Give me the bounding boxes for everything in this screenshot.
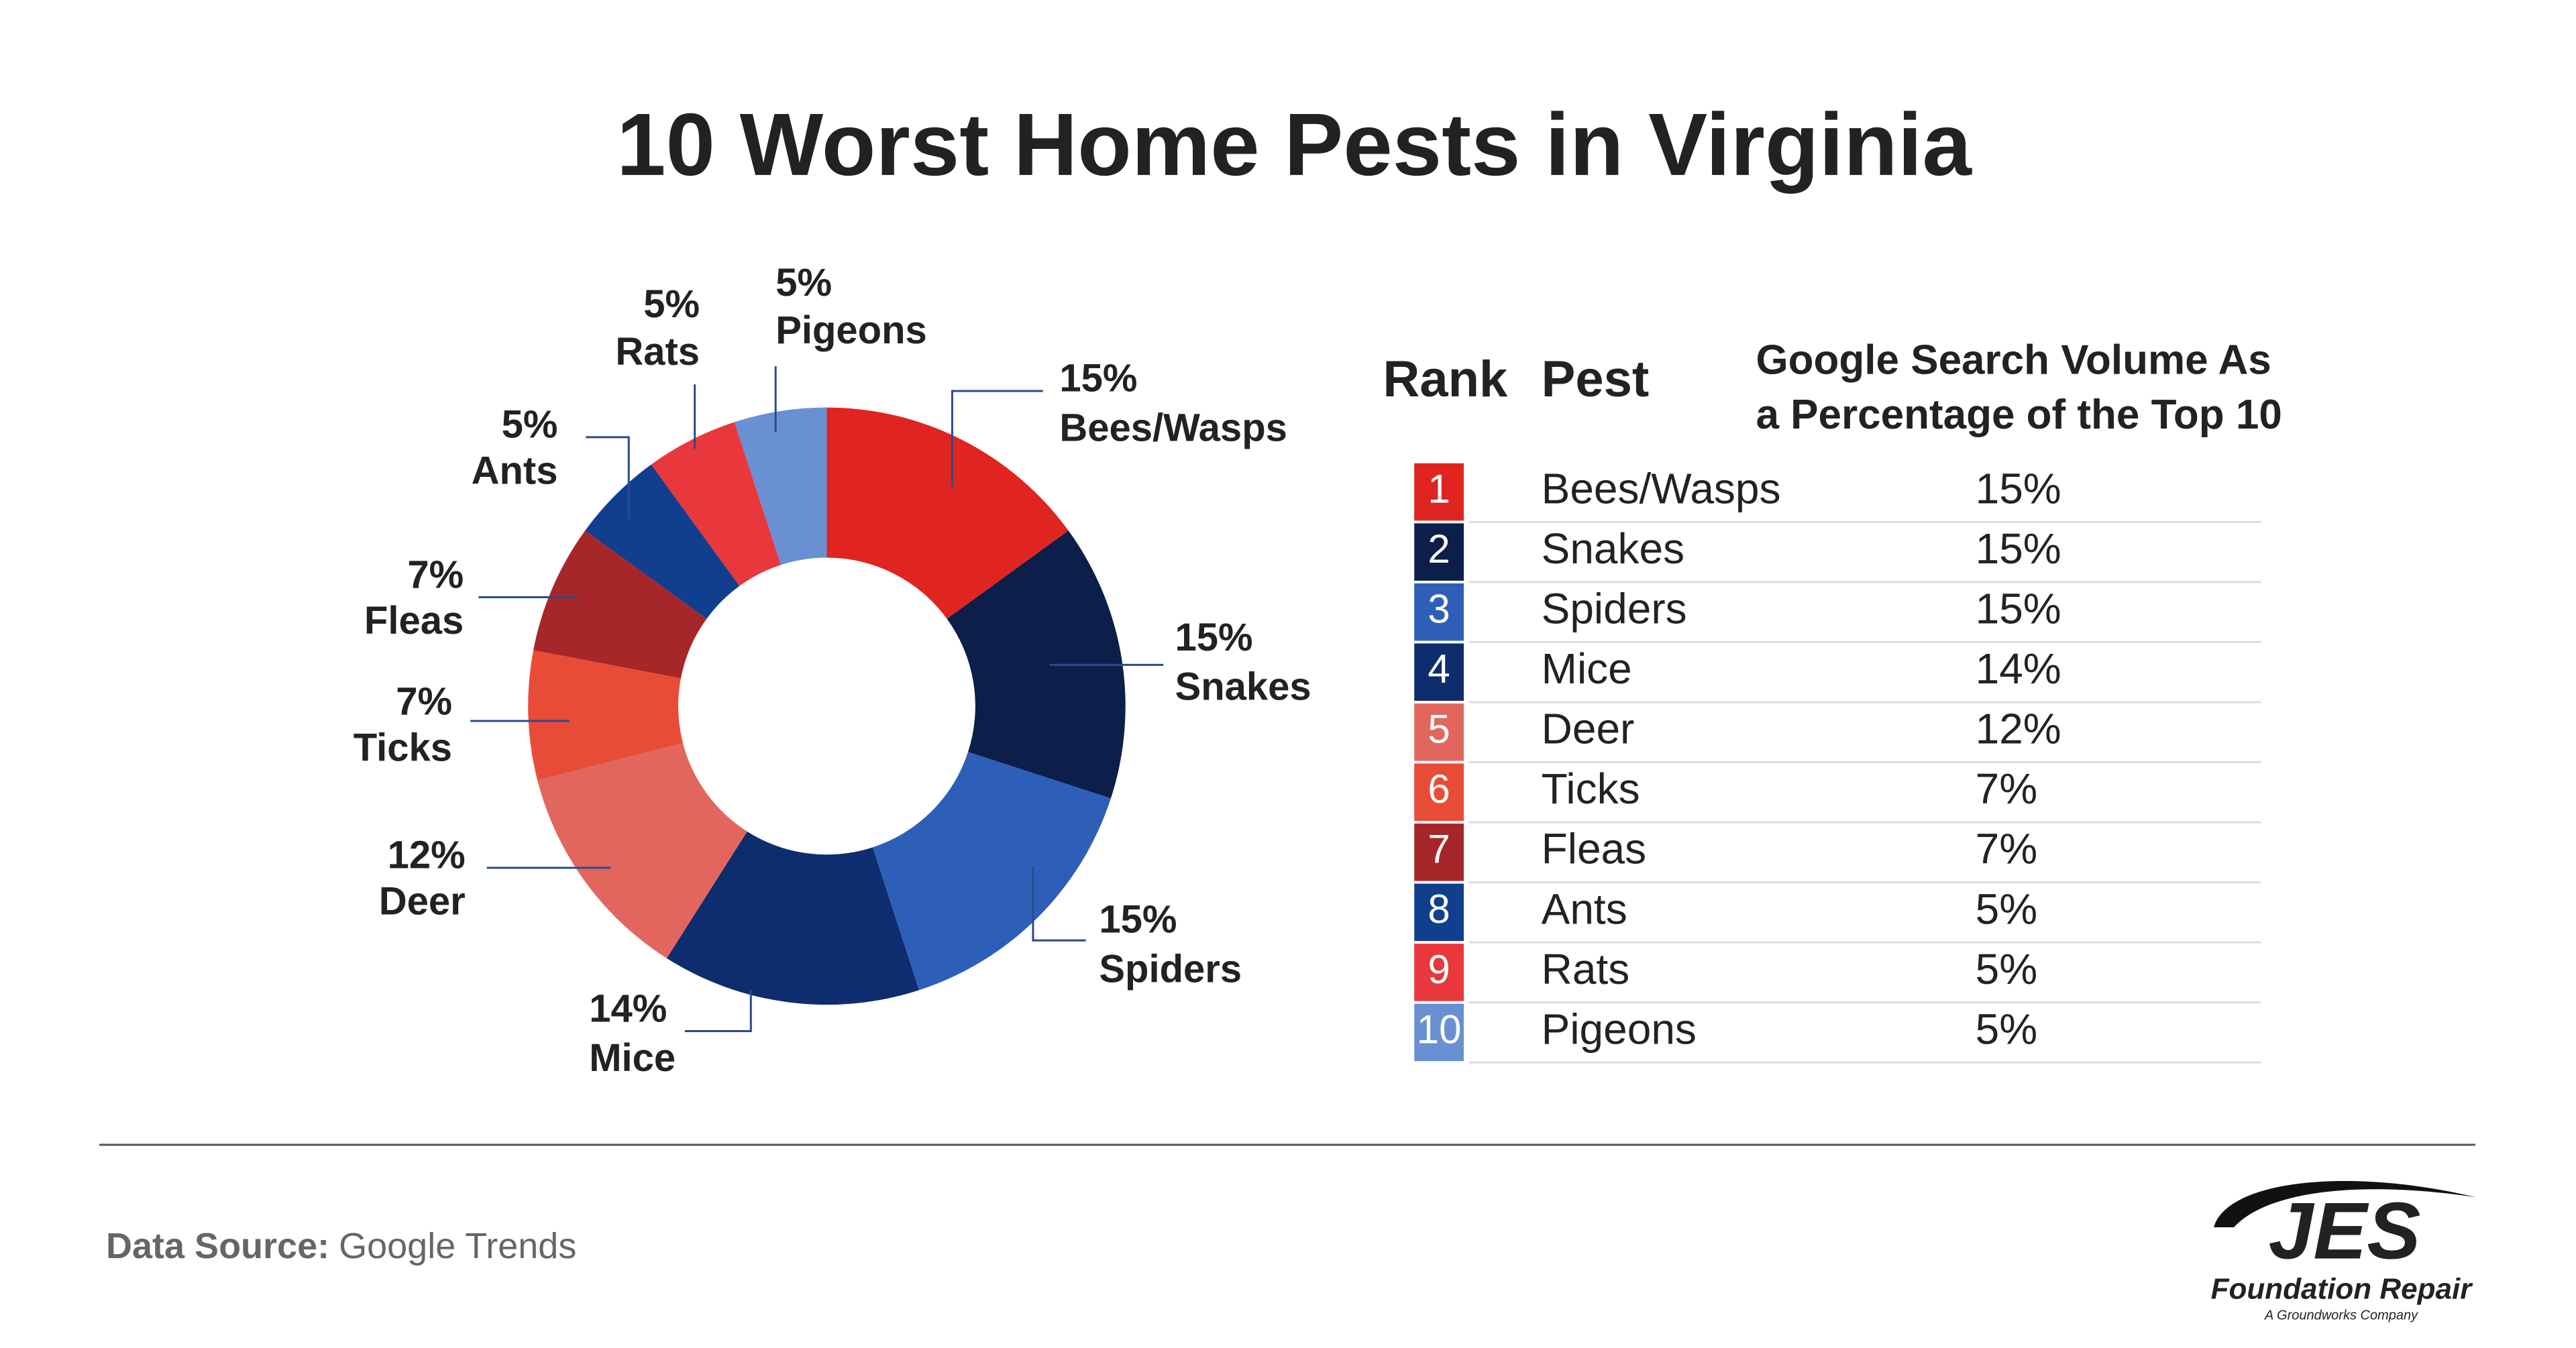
logo-name: JES [2269, 1186, 2421, 1276]
slice-value-label: 7% [407, 553, 464, 596]
pie-slice [585, 464, 740, 619]
source: Google Trends [339, 1226, 576, 1266]
rank: 3 [1428, 587, 1450, 632]
pest-name: Bees/Wasps [1542, 464, 1781, 512]
source-label: Data Source: [106, 1226, 329, 1266]
slice-category-label: Mice [589, 1036, 676, 1080]
leader-line [586, 436, 630, 520]
pie-slice [734, 407, 827, 565]
percentage: 7% [1976, 765, 2038, 813]
slice-category-label: Fleas [364, 599, 464, 642]
slice-category-label: Ants [472, 449, 558, 492]
slice-value-label: 5% [643, 282, 700, 326]
pie-slice [528, 650, 684, 781]
rank: 6 [1428, 767, 1450, 811]
pie-slice [872, 752, 1111, 991]
pie-slice [826, 407, 1069, 619]
slice-value-label: 15% [1175, 616, 1253, 659]
rank-swatch [1414, 1003, 1464, 1062]
rank-swatch [1414, 523, 1464, 581]
rank-swatch [1414, 583, 1464, 641]
percentage: 14% [1976, 644, 2061, 693]
percentage: 15% [1976, 585, 2061, 633]
rank-swatch [1414, 883, 1464, 942]
table-header: a Percentage of the Top 10 [1756, 392, 2282, 438]
rank: 8 [1428, 887, 1450, 932]
table-header: Pest [1542, 351, 1650, 408]
rank-swatch [1414, 703, 1464, 761]
rank: 2 [1428, 526, 1450, 571]
table-header: Rank [1383, 351, 1508, 408]
slice-category-label: Deer [379, 879, 466, 923]
pest-name: Pigeons [1542, 1005, 1697, 1053]
percentage: 15% [1976, 524, 2061, 573]
leader-line [684, 990, 752, 1032]
slice-value-label: 14% [589, 987, 667, 1030]
slice-value-label: 12% [388, 834, 466, 877]
slice-category-label: Pigeons [775, 308, 927, 352]
table-header: Google Search Volume As [1756, 337, 2271, 384]
slice-category-label: Ticks [354, 726, 452, 770]
slice-category-label: Rats [615, 330, 700, 374]
percentage: 5% [1976, 945, 2038, 993]
rank: 9 [1428, 947, 1450, 992]
pest-name: Rats [1542, 945, 1630, 993]
rank-swatch [1414, 463, 1464, 521]
pest-name: Snakes [1542, 524, 1684, 573]
pest-name: Ticks [1542, 765, 1640, 813]
slice-value-label: 7% [396, 680, 452, 724]
percentage: 15% [1976, 464, 2061, 512]
percentage: 5% [1976, 1005, 2038, 1053]
leader-line [1032, 866, 1086, 942]
slice-category-label: Spiders [1099, 947, 1242, 991]
rank: 7 [1428, 827, 1450, 872]
rank: 5 [1428, 707, 1450, 752]
slice-category-label: Bees/Wasps [1059, 406, 1287, 449]
pest-name: Fleas [1542, 825, 1647, 873]
rank: 10 [1417, 1007, 1462, 1052]
percentage: 7% [1976, 825, 2038, 873]
slice-value-label: 5% [775, 261, 832, 304]
pie-slice [666, 831, 920, 1005]
percentage: 12% [1976, 705, 2061, 753]
pest-name: Mice [1542, 644, 1632, 693]
rank-swatch [1414, 824, 1464, 881]
pie-slice [537, 742, 747, 958]
rank: 4 [1428, 647, 1450, 691]
pie-slice [651, 422, 782, 586]
percentage: 5% [1976, 885, 2038, 933]
pest-name: Ants [1542, 885, 1627, 933]
chart-title: 10 Worst Home Pests in Virginia [616, 95, 1972, 194]
pest-name: Deer [1542, 705, 1635, 753]
slice-value-label: 15% [1099, 897, 1177, 941]
logo-swoosh [2214, 1180, 2475, 1227]
rank-swatch [1414, 944, 1464, 1001]
rank: 1 [1428, 466, 1450, 511]
pie-slice [533, 530, 707, 679]
pest-name: Spiders [1542, 585, 1687, 633]
logo-tagline: Foundation Repair [2211, 1273, 2474, 1306]
slice-value-label: 15% [1059, 357, 1137, 400]
logo: JES Foundation Repair A Groundworks Comp… [2211, 1180, 2475, 1323]
pie-slice [947, 530, 1126, 799]
logo-subtitle: A Groundworks Company [2264, 1308, 2418, 1323]
footer-source: Data Source: Google Trends [106, 1226, 576, 1266]
slice-value-label: 5% [502, 402, 558, 446]
rank-swatch [1414, 763, 1464, 822]
slice-category-label: Snakes [1175, 665, 1311, 709]
leader-line [951, 390, 1043, 487]
rank-swatch [1414, 643, 1464, 701]
